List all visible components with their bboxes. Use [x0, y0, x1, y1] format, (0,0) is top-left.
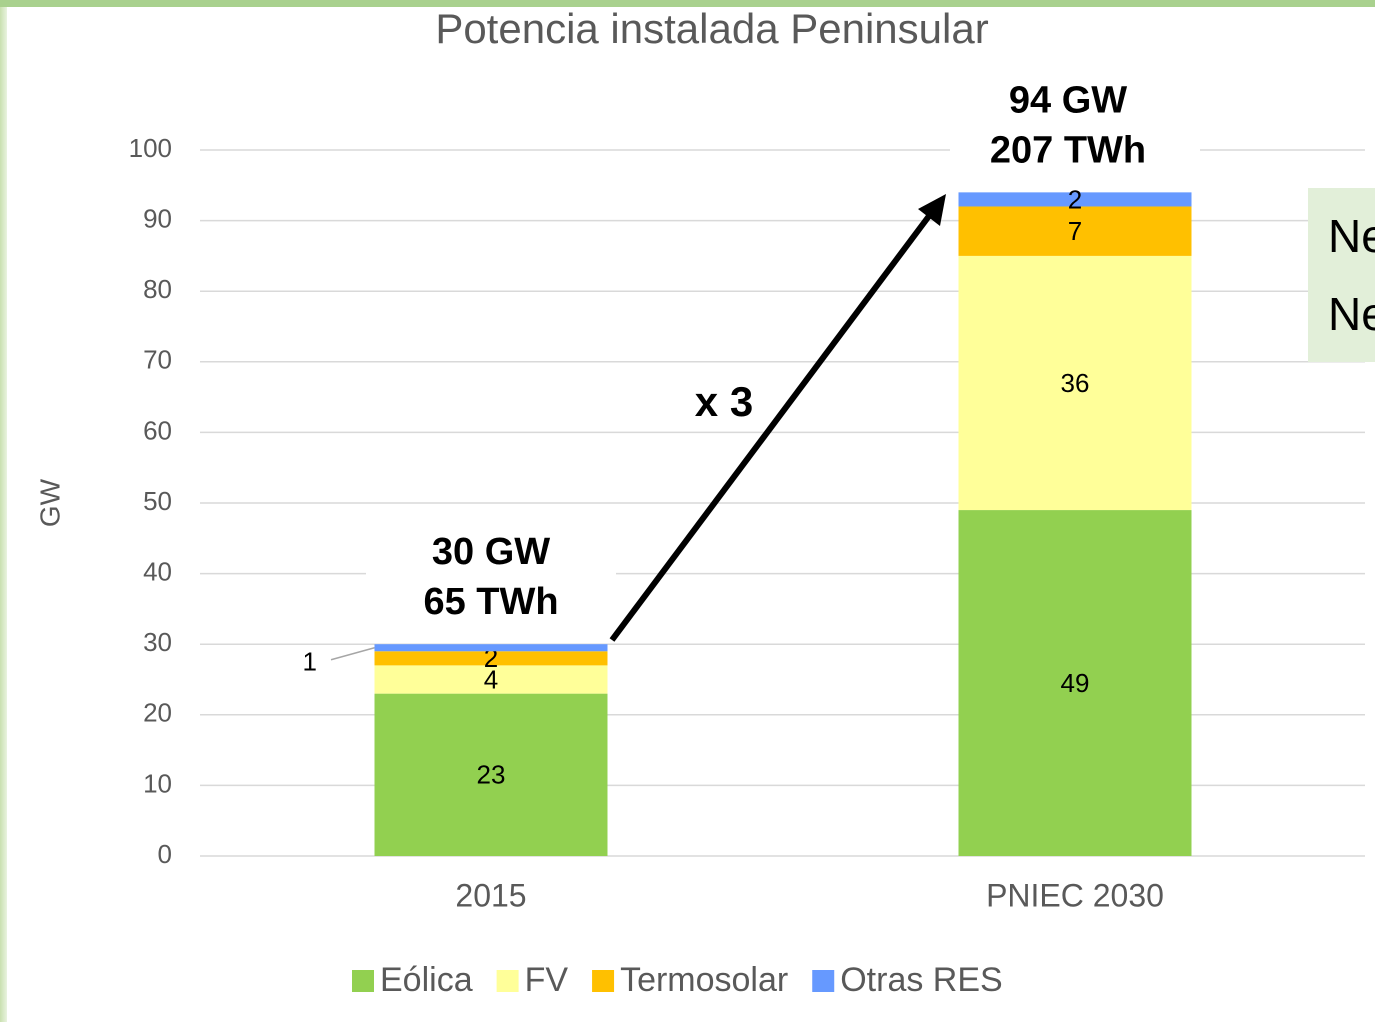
bar-segment: [374, 644, 608, 652]
bar-segment: [374, 665, 608, 694]
bar-segment: [958, 206, 1192, 256]
leader-line: [330, 647, 375, 661]
total-label: 30 GW: [432, 531, 550, 573]
legend-swatch: [592, 970, 615, 992]
bar-segment: [958, 255, 1192, 511]
data-label: 23: [477, 760, 506, 790]
y-tick-label: 10: [143, 768, 172, 798]
legend-label: Termosolar: [620, 961, 788, 999]
data-label: 4: [484, 664, 498, 694]
total-label: 94 GW: [1009, 79, 1127, 121]
legend-label: Eólica: [380, 961, 473, 999]
arrow-line: [609, 210, 935, 642]
legend-swatch: [352, 970, 374, 992]
arrow-head: [918, 194, 946, 226]
y-tick-label: 60: [143, 415, 172, 445]
y-tick-label: 100: [129, 133, 172, 163]
data-label: 2: [1068, 184, 1082, 214]
y-tick-label: 20: [143, 698, 172, 728]
top-border: [0, 0, 1375, 7]
legend-label: FV: [525, 961, 569, 999]
legend-swatch: [812, 970, 835, 992]
legend-label: Otras RES: [840, 961, 1002, 999]
y-tick-label: 90: [143, 203, 172, 233]
total-label: 207 TWh: [990, 129, 1146, 171]
y-tick-label: 40: [143, 556, 172, 586]
total-label: 65 TWh: [423, 581, 558, 623]
bar-segment: [958, 192, 1192, 207]
plot-area: 0 10 20 30 40 50 60 70 80 90 100 2015 23 4 2 1 30 GW 65 T…: [129, 72, 1365, 913]
data-label: 36: [1061, 368, 1090, 398]
bar-segment: [958, 510, 1192, 856]
data-label: 49: [1061, 668, 1090, 698]
y-tick-label: 50: [143, 486, 172, 516]
x-tick-label: PNIEC 2030: [986, 877, 1164, 913]
total-label-background: [950, 72, 1200, 181]
data-label: 1: [303, 647, 317, 677]
side-note-box: [1308, 188, 1375, 362]
y-tick-label: 0: [158, 839, 172, 869]
y-tick-label: 80: [143, 274, 172, 304]
side-note-text: Ne: [1328, 210, 1375, 262]
y-axis-label: GW: [34, 478, 65, 527]
side-note-text: Ne: [1328, 288, 1375, 340]
x-tick-label: 2015: [455, 877, 526, 913]
total-label-background: [366, 524, 616, 633]
y-tick-label: 70: [143, 345, 172, 375]
arrow-annotation: x 3: [695, 378, 753, 425]
legend-swatch: [496, 970, 519, 992]
y-tick-label: 30: [143, 627, 172, 657]
chart-title: Potencia instalada Peninsular: [435, 5, 988, 52]
bar-segment: [374, 693, 608, 856]
data-label: 7: [1068, 216, 1082, 246]
bar-segment: [374, 651, 608, 666]
